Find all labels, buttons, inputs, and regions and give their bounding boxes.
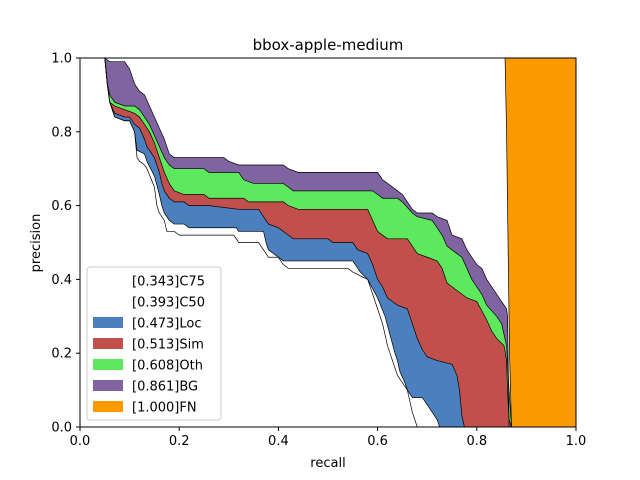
boundary-loc: [104, 57, 465, 428]
legend-label-fn: [1.000]FN: [132, 401, 197, 416]
boundary-c50: [104, 57, 440, 428]
y-axis-ticks: 0.0 0.2 0.4 0.6 0.8 1.0: [51, 52, 80, 436]
boundary-fn: [504, 57, 512, 428]
y-tick-label: 0.8: [51, 125, 72, 140]
legend-swatch-loc: [93, 317, 123, 328]
legend-swatch-sim: [93, 338, 123, 349]
x-tick-label: 0.2: [169, 434, 190, 449]
chart-boundary-lines: [104, 57, 512, 428]
y-tick-label: 0.0: [51, 421, 72, 436]
boundary-oth: [104, 57, 512, 428]
legend-swatch-oth: [93, 359, 123, 370]
x-tick-label: 0.0: [70, 434, 91, 449]
legend-swatch-c75: [93, 275, 123, 286]
legend: [0.343]C75 [0.393]C50 [0.473]Loc [0.513]Sim…: [86, 266, 222, 421]
x-axis-ticks: 0.0 0.2 0.4 0.6 0.8 1.0: [70, 427, 587, 449]
x-tick-label: 0.6: [367, 434, 388, 449]
legend-label-oth: [0.608]Oth: [132, 359, 203, 374]
legend-label-c75: [0.343]C75: [132, 275, 205, 290]
legend-label-c50: [0.393]C50: [132, 296, 205, 311]
x-axis-label: recall: [310, 456, 345, 471]
legend-label-sim: [0.513]Sim: [132, 338, 204, 353]
area-fn: [505, 58, 576, 427]
boundary-c75: [104, 57, 418, 428]
y-axis-label: precision: [29, 214, 44, 273]
x-tick-label: 0.8: [466, 434, 487, 449]
legend-label-bg: [0.861]BG: [132, 380, 198, 395]
y-tick-label: 0.6: [51, 199, 72, 214]
boundary-bg: [104, 57, 510, 428]
legend-label-loc: [0.473]Loc: [132, 317, 201, 332]
x-tick-label: 0.4: [268, 434, 289, 449]
y-tick-label: 1.0: [51, 52, 72, 67]
boundary-sim: [104, 57, 512, 428]
x-tick-label: 1.0: [566, 434, 587, 449]
legend-swatch-c50: [93, 296, 123, 307]
legend-swatch-bg: [93, 380, 123, 391]
chart-title: bbox-apple-medium: [253, 36, 404, 54]
y-tick-label: 0.2: [51, 347, 72, 362]
y-tick-label: 0.4: [51, 273, 72, 288]
legend-swatch-fn: [93, 401, 123, 412]
plot-frame: [79, 57, 577, 428]
